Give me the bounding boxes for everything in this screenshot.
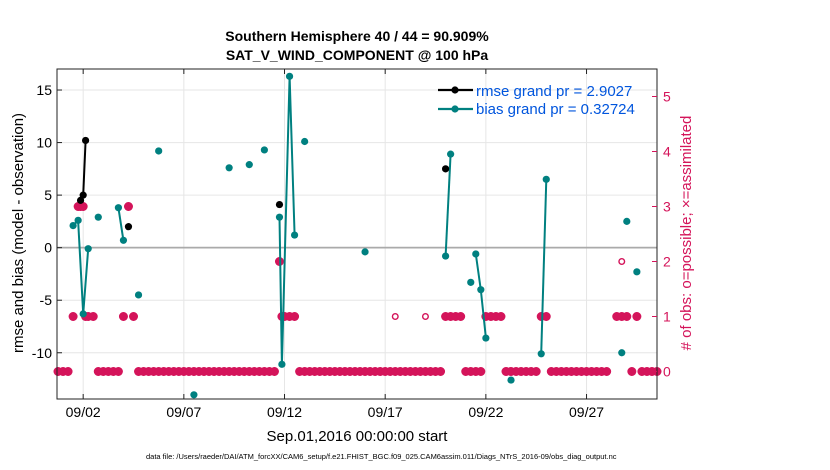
bias-point bbox=[537, 350, 545, 358]
obs-assimilated-marker bbox=[63, 366, 73, 376]
x-tick-label: 09/07 bbox=[166, 404, 201, 420]
obs-assimilated-marker bbox=[68, 311, 78, 321]
bias-line-segment bbox=[117, 207, 125, 241]
bias-point bbox=[260, 146, 268, 154]
bias-point bbox=[618, 349, 626, 357]
bias-point bbox=[301, 137, 309, 146]
x-axis-ticks: 09/02 09/07 09/12 09/17 09/22 09/27 bbox=[66, 69, 604, 420]
y-tick-label: 0 bbox=[44, 240, 52, 256]
bias-point bbox=[155, 147, 163, 155]
bias-point bbox=[285, 72, 294, 80]
y2-tick-label: 3 bbox=[663, 199, 671, 215]
obs-assimilated-marker bbox=[123, 202, 133, 212]
rmse-point bbox=[124, 223, 133, 231]
legend: rmse grand pr = 2.9027 bias grand pr = 0… bbox=[438, 83, 635, 118]
bias-point bbox=[114, 204, 123, 212]
bias-point bbox=[245, 161, 253, 169]
bias-point bbox=[69, 221, 77, 230]
y-tick-label: -10 bbox=[32, 345, 52, 361]
legend-rmse-label: rmse grand pr = 2.9027 bbox=[476, 83, 632, 100]
y2-tick-label: 0 bbox=[663, 364, 671, 380]
legend-rmse-marker bbox=[451, 86, 459, 94]
legend-bias-label: bias grand pr = 0.32724 bbox=[476, 101, 635, 118]
obs-assimilated-marker bbox=[290, 311, 300, 321]
chart-title: Southern Hemisphere 40 / 44 = 90.909% bbox=[225, 28, 489, 44]
bias-line-segment bbox=[540, 179, 548, 354]
obs-possible-marker bbox=[391, 313, 399, 321]
bias-point bbox=[507, 376, 515, 384]
bias-point bbox=[119, 236, 128, 244]
obs-possible-marker bbox=[421, 313, 429, 321]
obs-assimilated-marker bbox=[602, 366, 612, 376]
obs-count-markers bbox=[53, 202, 662, 376]
y-axis-label: rmse and bias (model - observation) bbox=[10, 113, 27, 353]
x-tick-label: 09/22 bbox=[468, 404, 503, 420]
bias-point bbox=[79, 310, 87, 318]
y2-tick-label: 4 bbox=[663, 144, 671, 160]
obs-assimilated-marker bbox=[269, 366, 279, 376]
bias-point bbox=[278, 360, 286, 368]
bias-point bbox=[482, 334, 490, 342]
y2-tick-label: 2 bbox=[663, 254, 671, 270]
x-tick-label: 09/17 bbox=[368, 404, 403, 420]
y2-tick-label: 5 bbox=[663, 89, 671, 105]
y2-tick-label: 1 bbox=[663, 309, 671, 325]
obs-assimilated-marker bbox=[118, 311, 128, 321]
bias-point bbox=[74, 216, 82, 224]
obs-assimilated-marker bbox=[113, 366, 123, 376]
x-axis-label: Sep.01,2016 00:00:00 start bbox=[267, 428, 449, 445]
bias-point bbox=[134, 291, 143, 299]
bias-point bbox=[275, 213, 284, 221]
obs-assimilated-marker bbox=[129, 311, 139, 321]
x-tick-label: 09/02 bbox=[66, 404, 101, 420]
obs-assimilated-marker bbox=[627, 366, 637, 376]
bias-point bbox=[477, 286, 485, 294]
bias-point bbox=[467, 278, 475, 286]
rmse-point bbox=[275, 200, 284, 209]
x-tick-label: 09/27 bbox=[569, 404, 604, 420]
data-file-footer: data file: /Users/raeder/DAI/ATM_forcXX/… bbox=[146, 452, 617, 461]
legend-bias-marker bbox=[451, 105, 459, 113]
bias-point bbox=[633, 268, 641, 276]
bias-line-segment bbox=[444, 154, 452, 257]
rmse-point bbox=[441, 165, 450, 173]
obs-assimilated-marker bbox=[436, 366, 446, 376]
bias-point bbox=[542, 175, 550, 183]
bias-point bbox=[447, 150, 455, 158]
rmse-point bbox=[79, 191, 87, 199]
bias-line-segment bbox=[278, 76, 296, 365]
bias-point bbox=[472, 250, 480, 258]
y-tick-label: 15 bbox=[36, 82, 52, 98]
obs-possible-marker bbox=[618, 258, 626, 266]
obs-assimilated-marker bbox=[496, 311, 506, 321]
y-tick-label: 10 bbox=[36, 135, 52, 151]
bias-point bbox=[623, 217, 631, 225]
bias-point bbox=[225, 164, 233, 172]
plot-frame bbox=[56, 68, 658, 400]
obs-assimilated-marker bbox=[632, 311, 642, 321]
obs-assimilated-marker bbox=[622, 311, 632, 321]
series-lines bbox=[69, 72, 641, 399]
y-axis-ticks: 15 10 5 0 -5 -10 bbox=[32, 82, 62, 361]
bias-point bbox=[190, 391, 198, 399]
x-tick-label: 09/12 bbox=[267, 404, 302, 420]
y-tick-label: -5 bbox=[40, 292, 53, 308]
obs-assimilated-marker bbox=[456, 311, 466, 321]
bias-line-segment bbox=[72, 217, 90, 314]
bias-point bbox=[84, 245, 92, 253]
obs-assimilated-marker bbox=[476, 366, 486, 376]
chart-subtitle: SAT_V_WIND_COMPONENT @ 100 hPa bbox=[226, 47, 489, 63]
bias-point bbox=[441, 252, 450, 260]
rmse-point bbox=[81, 136, 90, 145]
y-tick-label: 5 bbox=[44, 187, 52, 203]
obs-assimilated-marker bbox=[88, 311, 98, 321]
y2-axis-ticks: 0 1 2 3 4 5 bbox=[652, 89, 671, 380]
bias-point bbox=[361, 248, 369, 256]
y2-axis-label: # of obs: o=possible; ×=assimilated bbox=[678, 116, 695, 351]
obs-assimilated-marker bbox=[531, 366, 541, 376]
bias-point bbox=[290, 231, 299, 239]
bias-point bbox=[94, 213, 102, 221]
